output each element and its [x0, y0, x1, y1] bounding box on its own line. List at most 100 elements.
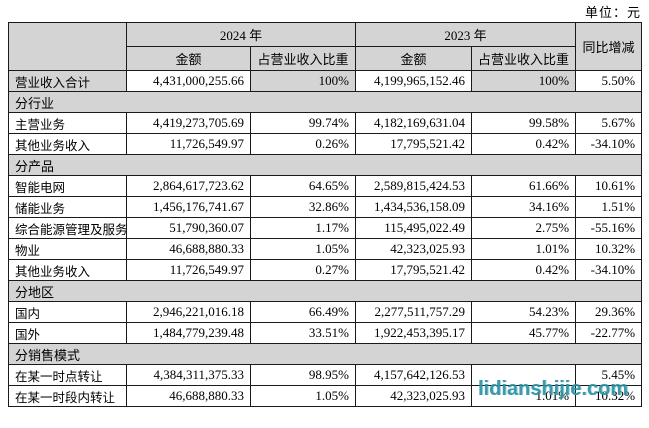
pct-2024: 33.51% [249, 322, 357, 344]
yoy-value: -55.16% [575, 217, 643, 239]
row-label: 国内 [8, 301, 127, 323]
yoy-value: 1.51% [575, 196, 643, 218]
table-row: 储能业务 1,456,176,741.67 32.86% 1,434,536,158.… [8, 196, 643, 218]
column-header-amount-2024: 金额 [126, 46, 251, 71]
pct-2024: 0.27% [249, 259, 357, 281]
section-label: 分销售模式 [7, 343, 643, 365]
column-header-2023: 2023 年 [355, 22, 577, 47]
amount-2024: 1,484,779,239.48 [126, 322, 251, 344]
pct-2023: 34.16% [471, 196, 577, 218]
table-row: 营业收入合计 4,431,000,255.66 100% 4,199,965,152.… [8, 70, 643, 92]
unit-label: 单位：元 [584, 5, 641, 20]
table-row: 主营业务 4,419,273,705.69 99.74% 4,182,169,631.… [8, 112, 643, 134]
row-label: 主营业务 [8, 112, 127, 134]
yoy-value: -34.10% [575, 133, 643, 155]
revenue-breakdown-table: 2024 年 2023 年 同比增减 金额 占营业收入比重 金额 占营业收入比重… [7, 22, 643, 407]
pct-2024: 100% [249, 70, 357, 92]
row-label: 其他业务收入 [8, 133, 127, 155]
yoy-value: 5.67% [575, 112, 643, 134]
yoy-value: 5.45% [575, 364, 643, 386]
amount-2023: 2,589,815,424.53 [355, 175, 473, 197]
row-label: 其他业务收入 [8, 259, 127, 281]
pct-2023: 54.23% [471, 301, 577, 323]
row-label: 国外 [8, 322, 127, 344]
yoy-value: 10.61% [575, 175, 643, 197]
pct-2024: 64.65% [249, 175, 357, 197]
pct-2023: 1.01% [471, 238, 577, 260]
yoy-value: -34.10% [575, 259, 643, 281]
amount-2024: 2,864,617,723.62 [126, 175, 251, 197]
amount-2023: 1,434,536,158.09 [355, 196, 473, 218]
pct-2024: 99.74% [249, 112, 357, 134]
pct-2023: 45.77% [471, 322, 577, 344]
pct-2024: 98.95% [249, 364, 357, 386]
amount-2023: 2,277,511,757.29 [355, 301, 473, 323]
row-label: 在某一时点转让 [8, 364, 127, 386]
amount-2023: 4,157,642,126.53 [355, 364, 473, 386]
pct-2024: 1.17% [249, 217, 357, 239]
row-label: 储能业务 [8, 196, 127, 218]
amount-2023: 42,323,025.93 [355, 385, 473, 407]
table-row: 在某一时点转让 4,384,311,375.33 98.95% 4,157,642,1… [8, 364, 643, 386]
pct-2023: 61.66% [471, 175, 577, 197]
table-row: 物业 46,688,880.33 1.05% 42,323,025.93 1.01% 10… [8, 238, 643, 260]
column-header-amount-2023: 金额 [355, 46, 473, 71]
pct-2023 [471, 364, 577, 386]
table-row: 国外 1,484,779,239.48 33.51% 1,922,453,395.17… [8, 322, 643, 344]
pct-2023: 0.42% [471, 259, 577, 281]
section-row: 分产品 [7, 154, 643, 176]
amount-2024: 11,726,549.97 [126, 259, 251, 281]
section-label: 分地区 [7, 280, 643, 302]
amount-2023: 115,495,022.49 [355, 217, 473, 239]
table-body: 营业收入合计 4,431,000,255.66 100% 4,199,965,152.… [7, 70, 643, 407]
amount-2023: 4,199,965,152.46 [355, 70, 473, 92]
pct-2024: 0.26% [249, 133, 357, 155]
row-label: 智能电网 [8, 175, 127, 197]
yoy-value: 10.32% [575, 385, 643, 407]
pct-2023: 1.01% [471, 385, 577, 407]
pct-2023: 100% [471, 70, 577, 92]
amount-2023: 17,795,521.42 [355, 133, 473, 155]
row-label: 营业收入合计 [8, 70, 127, 92]
pct-2024: 1.05% [249, 238, 357, 260]
amount-2023: 4,182,169,631.04 [355, 112, 473, 134]
section-label: 分产品 [7, 154, 643, 176]
table-row: 国内 2,946,221,016.18 66.49% 2,277,511,757.29… [8, 301, 643, 323]
table-row: 其他业务收入 11,726,549.97 0.26% 17,795,521.42 0.4… [8, 133, 643, 155]
table-row: 在某一时段内转让 46,688,880.33 1.05% 42,323,025.93 1… [8, 385, 643, 407]
pct-2023: 2.75% [471, 217, 577, 239]
row-label: 物业 [8, 238, 127, 260]
amount-2024: 46,688,880.33 [126, 385, 251, 407]
table-row: 综合能源管理及服务 51,790,360.07 1.17% 115,495,022.4… [8, 217, 643, 239]
table-row: 其他业务收入 11,726,549.97 0.27% 17,795,521.42 0.4… [8, 259, 643, 281]
row-label: 综合能源管理及服务 [8, 217, 127, 239]
section-label: 分行业 [7, 91, 643, 113]
amount-2023: 42,323,025.93 [355, 238, 473, 260]
amount-2023: 17,795,521.42 [355, 259, 473, 281]
pct-2024: 1.05% [249, 385, 357, 407]
pct-2023: 99.58% [471, 112, 577, 134]
pct-2024: 66.49% [249, 301, 357, 323]
header-row-metrics: 金额 占营业收入比重 金额 占营业收入比重 [9, 46, 642, 71]
amount-2024: 51,790,360.07 [126, 217, 251, 239]
column-header-pct-2023: 占营业收入比重 [471, 46, 577, 71]
yoy-value: 10.32% [575, 238, 643, 260]
amount-2023: 1,922,453,395.17 [355, 322, 473, 344]
header-row-years: 2024 年 2023 年 同比增减 [8, 22, 643, 71]
corner-empty-cell [8, 22, 127, 71]
yoy-value: 29.36% [575, 301, 643, 323]
column-header-yoy: 同比增减 [575, 22, 643, 71]
amount-2024: 2,946,221,016.18 [126, 301, 251, 323]
column-header-pct-2024: 占营业收入比重 [249, 46, 357, 71]
table-row: 智能电网 2,864,617,723.62 64.65% 2,589,815,424.… [8, 175, 643, 197]
column-header-2024: 2024 年 [125, 22, 357, 47]
amount-2024: 4,431,000,255.66 [126, 70, 251, 92]
amount-2024: 1,456,176,741.67 [126, 196, 251, 218]
amount-2024: 4,419,273,705.69 [126, 112, 251, 134]
yoy-value: -22.77% [575, 322, 643, 344]
pct-2024: 32.86% [249, 196, 357, 218]
table-header: 2024 年 2023 年 同比增减 金额 占营业收入比重 金额 占营业收入比重 [8, 22, 643, 71]
amount-2024: 4,384,311,375.33 [126, 364, 251, 386]
pct-2023: 0.42% [471, 133, 577, 155]
section-row: 分销售模式 [7, 343, 643, 365]
